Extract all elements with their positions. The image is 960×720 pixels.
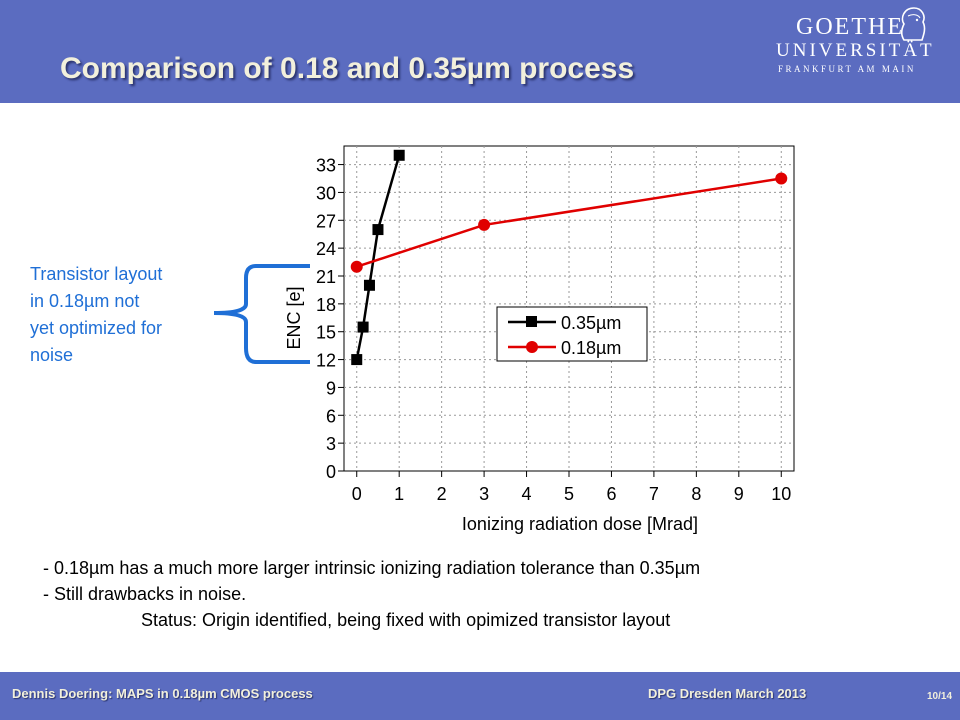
x-tick-label: 2 <box>437 484 447 504</box>
bullet-status: Status: Origin identified, being fixed w… <box>141 610 671 630</box>
logo-line-1: GOETHE <box>796 14 904 40</box>
header-band <box>0 0 960 103</box>
bullet-2: - Still drawbacks in noise. <box>43 584 247 604</box>
university-logo: GOETHE UNIVERSITÄT FRANKFURT AM MAIN <box>772 6 942 76</box>
y-tick-label: 0 <box>326 462 336 482</box>
bullet-1: - 0.18µm has a much more larger intrinsi… <box>43 558 701 578</box>
x-axis-title: Ionizing radiation dose [Mrad] <box>462 514 698 534</box>
series-layer <box>350 149 788 366</box>
data-point-square <box>351 354 363 366</box>
slide-title: Comparison of 0.18 and 0.35µm process <box>60 52 635 85</box>
footer-band: Dennis Doering: MAPS in 0.18µm CMOS proc… <box>0 672 960 720</box>
x-tick-label: 0 <box>352 484 362 504</box>
x-tick-label: 10 <box>771 484 791 504</box>
x-tick-label: 8 <box>691 484 701 504</box>
annotation-line-2: in 0.18µm not <box>30 291 140 311</box>
data-point-square <box>393 149 405 161</box>
footer-conference: DPG Dresden March 2013 <box>648 686 807 701</box>
data-point-square <box>372 224 384 236</box>
x-tick-label: 9 <box>734 484 744 504</box>
x-tick-label: 1 <box>394 484 404 504</box>
y-tick-label: 21 <box>316 267 336 287</box>
legend-035: 0.35µm <box>561 313 621 333</box>
logo-line-3: FRANKFURT AM MAIN <box>778 64 916 74</box>
y-axis-ticks: 0 3 6 9 12 15 18 21 24 27 30 33 <box>316 156 344 482</box>
y-tick-label: 30 <box>316 183 336 203</box>
footer-author: Dennis Doering: MAPS in 0.18µm CMOS proc… <box>12 686 313 701</box>
data-point-circle <box>350 260 363 273</box>
legend: 0.35µm 0.18µm <box>496 306 648 362</box>
annotation-brace <box>213 264 310 364</box>
y-axis-title: ENC [e] <box>284 286 304 349</box>
goethe-bust-icon <box>900 7 926 41</box>
y-tick-label: 33 <box>316 156 336 176</box>
x-axis-ticks: 0 1 2 3 4 5 6 7 8 9 10 <box>352 471 791 504</box>
x-tick-label: 3 <box>479 484 489 504</box>
annotation-line-4: noise <box>30 345 74 365</box>
logo-line-2: UNIVERSITÄT <box>776 40 935 61</box>
x-tick-label: 4 <box>522 484 532 504</box>
y-tick-label: 15 <box>316 323 336 343</box>
data-point-square <box>363 279 375 291</box>
y-tick-label: 6 <box>326 406 336 426</box>
annotation-line-1: Transistor layout <box>30 264 163 284</box>
y-tick-label: 18 <box>316 295 336 315</box>
data-point-circle <box>775 172 788 185</box>
data-point-circle <box>478 218 491 231</box>
y-tick-label: 27 <box>316 211 336 231</box>
data-point-square <box>357 321 369 333</box>
grid-lines <box>344 146 794 471</box>
bullet-list: - 0.18µm has a much more larger intrinsi… <box>43 555 700 633</box>
annotation-line-3: yet optimized for <box>30 318 163 338</box>
y-tick-label: 12 <box>316 351 336 371</box>
legend-018: 0.18µm <box>561 338 621 358</box>
x-tick-label: 6 <box>606 484 616 504</box>
y-tick-label: 24 <box>316 239 336 259</box>
page-number: 10/14 <box>927 691 953 702</box>
y-tick-label: 3 <box>326 434 336 454</box>
x-tick-label: 5 <box>564 484 574 504</box>
y-tick-label: 9 <box>326 378 336 398</box>
annotation-text: Transistor layout in 0.18µm not yet opti… <box>30 261 230 369</box>
x-tick-label: 7 <box>649 484 659 504</box>
